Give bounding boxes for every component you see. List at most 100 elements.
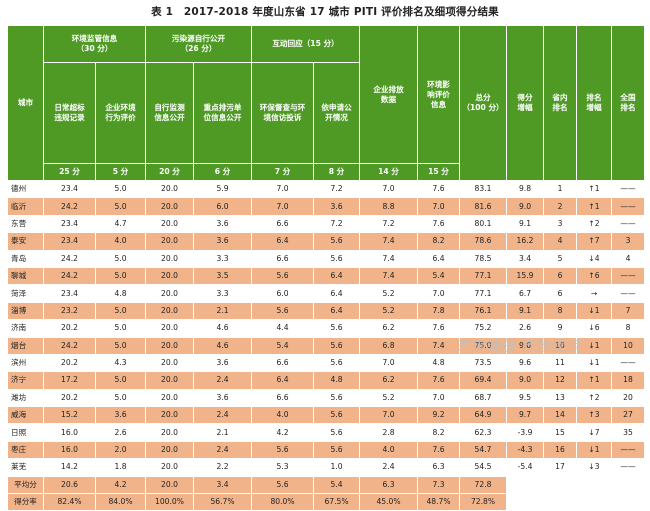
value-cell: ↑7	[576, 232, 612, 251]
value-cell: 77.1	[459, 266, 507, 286]
table-row: 莱芜 14.2 1.8 20.0 2.2 5.3 1.0 2.4 6.3 54.5 -5.4 17 ↓3…	[7, 458, 645, 477]
value-cell: 6.0	[251, 284, 314, 303]
value-cell: 17.2	[43, 371, 96, 390]
value-cell: ↓3	[576, 458, 612, 477]
value-cell: 6.4	[313, 284, 360, 303]
header-max-2: 20 分	[145, 163, 194, 181]
city-cell: 烟台	[7, 336, 44, 355]
value-cell: 5.4	[251, 336, 314, 355]
value-cell: 20.0	[145, 440, 194, 460]
value-cell: 5.6	[251, 301, 314, 321]
table-row: 青岛 24.2 5.0 20.0 3.3 6.6 5.6 7.4 6.4 78.5 3.4 5 ↓4 4	[7, 249, 645, 268]
value-cell: 2.6	[95, 423, 146, 442]
value-cell: 7.6	[417, 214, 460, 234]
value-cell: 20.0	[145, 319, 194, 338]
value-cell: 4.2	[251, 423, 314, 442]
value-cell: 8.8	[359, 197, 418, 216]
value-cell: 6.4	[417, 249, 460, 268]
value-cell: 35	[611, 423, 645, 442]
value-cell: 6.4	[251, 371, 314, 390]
value-cell: 7.0	[359, 406, 418, 425]
value-cell: 5.6	[313, 353, 360, 373]
table-title: 表 1 2017-2018 年度山东省 17 城市 PITI 评价排名及细项得分…	[151, 6, 499, 18]
value-cell: 4.7	[95, 214, 146, 234]
value-cell: 5.4	[417, 266, 460, 286]
value-cell: ——	[611, 197, 645, 216]
header-sub-1: 企业环境 行为评价	[95, 62, 146, 164]
value-cell: 5.0	[95, 388, 146, 408]
value-cell: 2.4	[359, 458, 418, 477]
header-max-1: 5 分	[95, 163, 146, 181]
value-cell: 3.4	[506, 249, 544, 268]
value-cell: ↑1	[576, 371, 612, 390]
value-cell: 20.0	[145, 458, 194, 477]
value-cell: ↓4	[576, 249, 612, 268]
value-cell: 2.1	[193, 423, 252, 442]
value-cell: 1.0	[313, 458, 360, 477]
value-cell: 6.6	[251, 214, 314, 234]
value-cell: 27	[611, 406, 645, 425]
value-cell: 24.2	[43, 266, 96, 286]
value-cell: 20.0	[145, 336, 194, 355]
value-cell: 3.6	[95, 406, 146, 425]
table-row: 烟台 24.2 5.0 20.0 4.6 5.4 5.6 6.8 7.4 75.0 9.0 10 ↓1 1…	[7, 336, 645, 355]
city-cell: 枣庄	[7, 440, 44, 460]
value-cell: 5.0	[95, 179, 146, 199]
value-cell: 7	[611, 301, 645, 321]
header-sub-0: 日常超标 违规记录	[43, 62, 96, 164]
value-cell: 2	[543, 197, 577, 216]
value-cell: →	[576, 284, 612, 303]
value-cell: 7.0	[251, 197, 314, 216]
avg-value-cell: 72.8	[459, 475, 507, 495]
value-cell: 3	[543, 214, 577, 234]
value-cell: 64.9	[459, 406, 507, 425]
value-cell: 73.5	[459, 353, 507, 373]
value-cell: 2.4	[193, 371, 252, 390]
city-cell: 滨州	[7, 353, 44, 373]
value-cell: 24.2	[43, 249, 96, 268]
value-cell: 3	[611, 232, 645, 251]
value-cell: 7.0	[417, 388, 460, 408]
value-cell: ——	[611, 179, 645, 199]
header-sub-5: 依申请公 开情况	[313, 62, 360, 164]
value-cell: 75.2	[459, 319, 507, 338]
value-cell: 15.9	[506, 266, 544, 286]
value-cell: 2.1	[193, 301, 252, 321]
value-cell: 3.3	[193, 284, 252, 303]
rate-value-cell: 67.5%	[313, 493, 360, 511]
header-group-emission: 企业排放 数据	[359, 25, 418, 164]
value-cell: 3.6	[313, 197, 360, 216]
header-sub-2: 自行监测 信息公开	[145, 62, 194, 164]
avg-value-cell: 6.3	[359, 475, 418, 495]
value-cell: 9.0	[506, 197, 544, 216]
value-cell: 4.8	[417, 353, 460, 373]
header-max-4: 7 分	[251, 163, 314, 181]
city-cell: 东营	[7, 214, 44, 234]
value-cell: 4.8	[95, 284, 146, 303]
value-cell: ↓1	[576, 440, 612, 460]
city-cell: 济南	[7, 319, 44, 338]
value-cell: 5.6	[313, 249, 360, 268]
value-cell: ↑2	[576, 214, 612, 234]
header-group-interaction: 互动回应（15 分）	[251, 25, 360, 63]
value-cell: 15.2	[43, 406, 96, 425]
value-cell: 4.3	[95, 353, 146, 373]
header-total: 总分 （100 分）	[459, 25, 507, 181]
value-cell: 6	[543, 266, 577, 286]
value-cell: 5.6	[251, 440, 314, 460]
value-cell: 5.0	[95, 371, 146, 390]
header-sub-3: 重点排污单 位信息公开	[193, 62, 252, 164]
value-cell: 7.2	[313, 179, 360, 199]
city-cell: 济宁	[7, 371, 44, 390]
value-cell: 5.6	[313, 440, 360, 460]
value-cell: 20.0	[145, 266, 194, 286]
value-cell: 2.4	[193, 440, 252, 460]
value-cell: 62.3	[459, 423, 507, 442]
value-cell: 4.8	[313, 371, 360, 390]
value-cell: 69.4	[459, 371, 507, 390]
value-cell: 5.0	[95, 319, 146, 338]
value-cell: 1.8	[95, 458, 146, 477]
value-cell: ↑1	[576, 179, 612, 199]
value-cell: 83.1	[459, 179, 507, 199]
city-cell: 聊城	[7, 266, 44, 286]
